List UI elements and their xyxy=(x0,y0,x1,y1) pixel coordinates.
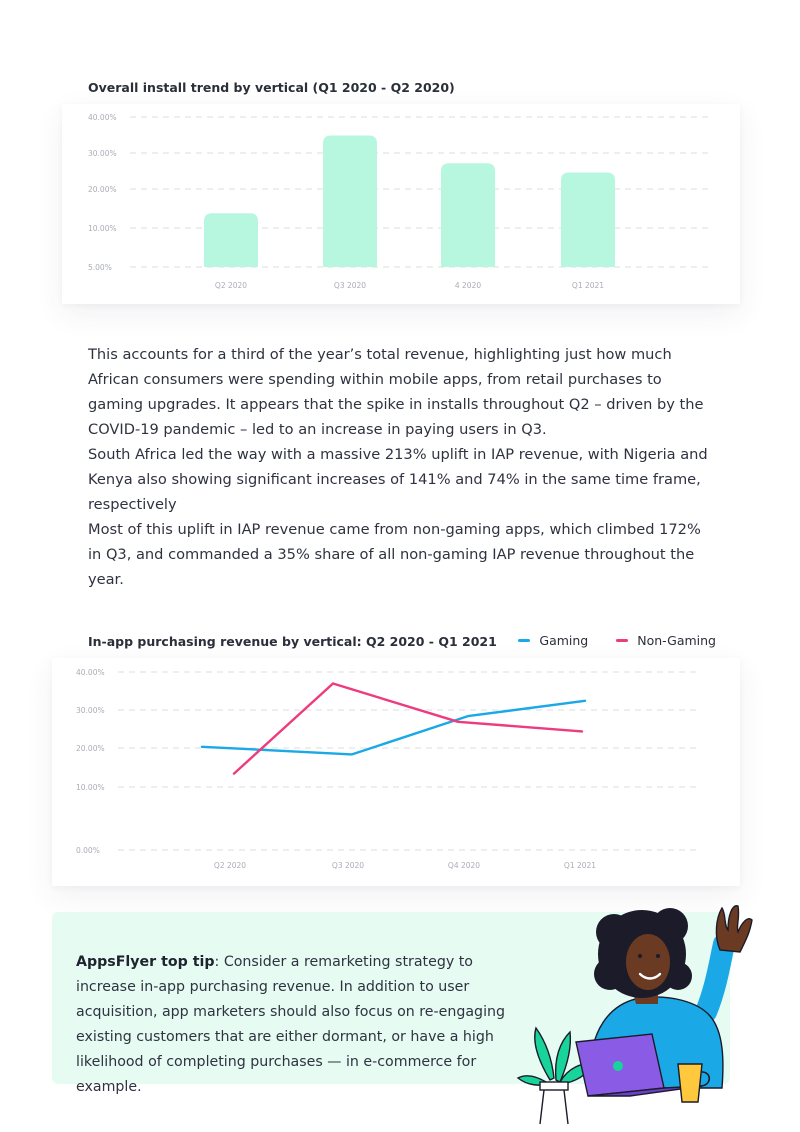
top-tip-label: AppsFlyer top tip xyxy=(76,954,215,970)
y-tick-label: 10.00% xyxy=(76,783,105,792)
iap-revenue-chart: 40.00% 30.00% 20.00% 10.00% 0.00% Q2 2020 Q3 2… xyxy=(76,668,700,870)
y-tick-label: 20.00% xyxy=(76,744,105,753)
bar xyxy=(561,172,615,267)
bar xyxy=(323,135,377,267)
series-line-non-gaming xyxy=(232,682,584,775)
x-tick-label: Q1 2021 xyxy=(564,861,596,870)
legend-label-non-gaming: Non-Gaming xyxy=(637,633,716,648)
top-tip-body: : Consider a remarketing strategy to inc… xyxy=(76,954,506,1095)
y-tick-label: 30.00% xyxy=(76,706,105,715)
laptop-icon xyxy=(575,1033,703,1097)
y-tick-label: 0.00% xyxy=(76,846,100,855)
body-paragraph-2: South Africa led the way with a massive … xyxy=(88,446,708,513)
body-paragraph-1: This accounts for a third of the year’s … xyxy=(88,346,704,438)
y-tick-label: 40.00% xyxy=(88,113,117,122)
iap-revenue-chart-title: In-app purchasing revenue by vertical: Q… xyxy=(88,634,497,649)
y-tick-label: 20.00% xyxy=(88,185,117,194)
x-tick-label: Q2 2020 xyxy=(215,281,247,290)
legend-swatch-non-gaming xyxy=(616,639,629,642)
legend-swatch-gaming xyxy=(518,639,531,642)
legend-item-gaming: Gaming xyxy=(518,633,588,648)
iap-revenue-legend: Gaming Non-Gaming xyxy=(518,633,716,648)
y-tick-label: 5.00% xyxy=(88,263,112,272)
install-trend-chart-title: Overall install trend by vertical (Q1 20… xyxy=(88,80,455,95)
mug-icon xyxy=(677,1063,711,1103)
bar xyxy=(204,213,258,267)
y-tick-label: 10.00% xyxy=(88,224,117,233)
legend-label-gaming: Gaming xyxy=(539,633,589,648)
y-tick-label: 30.00% xyxy=(88,149,117,158)
top-tip-text: AppsFlyer top tip: Consider a remarketin… xyxy=(76,950,536,1100)
bar xyxy=(441,163,495,267)
x-tick-label: 4 2020 xyxy=(455,281,481,290)
woman-with-laptop-illustration xyxy=(516,905,753,1125)
x-tick-label: Q3 2020 xyxy=(332,861,364,870)
install-trend-chart: 40.00% 30.00% 20.00% 10.00% 5.00% Q2 2020 Q3 2… xyxy=(88,113,710,290)
legend-item-non-gaming: Non-Gaming xyxy=(616,633,716,648)
series-line-gaming xyxy=(200,699,587,756)
x-tick-label: Q3 2020 xyxy=(334,281,366,290)
x-tick-label: Q1 2021 xyxy=(572,281,604,290)
y-tick-label: 40.00% xyxy=(76,668,105,677)
x-tick-label: Q4 2020 xyxy=(448,861,480,870)
x-tick-label: Q2 2020 xyxy=(214,861,246,870)
body-paragraph-3: Most of this uplift in IAP revenue came … xyxy=(88,521,701,588)
iap-revenue-chart-card xyxy=(52,658,740,886)
install-trend-chart-card xyxy=(62,104,740,304)
